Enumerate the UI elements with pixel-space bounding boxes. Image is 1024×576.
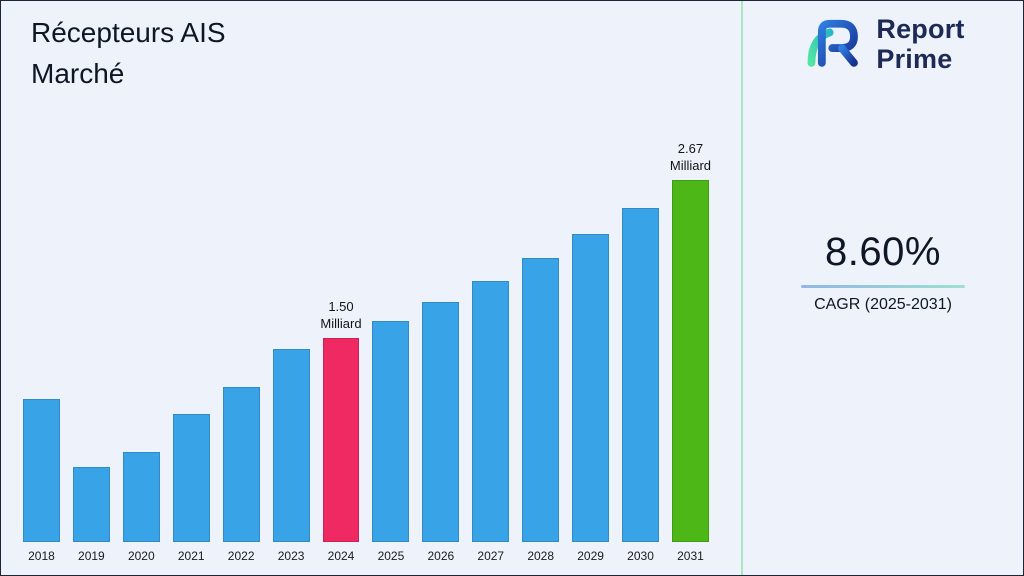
bar-column-2022: 2022: [222, 387, 260, 563]
x-tick-2019: 2019: [78, 549, 105, 563]
bar-2031: [671, 180, 709, 542]
bar-2019: [72, 467, 110, 542]
bar-column-2023: 2023: [272, 349, 310, 563]
brand-block: Report Prime: [801, 15, 964, 74]
bar-2020: [122, 452, 160, 542]
brand-name-line2: Prime: [876, 43, 953, 74]
x-tick-2023: 2023: [277, 549, 305, 563]
bar-column-2024: 1.50 Milliard 2024: [320, 299, 362, 563]
x-tick-2022: 2022: [227, 549, 255, 563]
vertical-divider: [741, 1, 743, 575]
x-tick-2029: 2029: [577, 549, 604, 563]
bar-2024: [322, 338, 360, 542]
bar-chart: 2018 2019 2020 2021 2022 2023 1.50 Milliard 2024…: [23, 141, 712, 563]
brand-name-line1: Report: [876, 14, 965, 45]
cagr-value: 8.60%: [825, 230, 941, 274]
bar-column-2020: 2020: [122, 452, 160, 563]
report-prime-logo-icon: [801, 15, 867, 74]
bar-column-2027: 2027: [472, 281, 510, 563]
bar-column-2025: 2025: [372, 321, 410, 563]
bar-column-2026: 2026: [422, 302, 460, 563]
page-title: Récepteurs AIS Marché: [31, 17, 226, 89]
x-tick-2020: 2020: [127, 549, 155, 563]
cagr-block: 8.60% CAGR (2025-2031): [801, 230, 965, 314]
x-tick-2028: 2028: [527, 549, 555, 563]
cagr-underline: [801, 285, 965, 288]
bar-2021: [172, 414, 210, 542]
bar-2025: [372, 321, 410, 542]
bar-value-label-2024: 1.50 Milliard: [320, 299, 362, 332]
bar-2030: [622, 208, 659, 542]
bar-2023: [272, 349, 310, 542]
bar-2027: [472, 281, 510, 542]
brand-name: Report Prime: [876, 15, 964, 73]
bar-column-2019: 2019: [72, 467, 110, 563]
x-tick-2027: 2027: [477, 549, 505, 563]
x-tick-2018: 2018: [28, 549, 55, 563]
bar-column-2029: 2029: [572, 234, 610, 563]
bar-value-label-2031: 2.67 Milliard: [669, 141, 712, 174]
bar-column-2018: 2018: [23, 399, 60, 563]
x-tick-2024: 2024: [327, 549, 355, 563]
bar-2026: [422, 302, 460, 542]
x-tick-2026: 2026: [427, 549, 455, 563]
cagr-label: CAGR (2025-2031): [814, 296, 952, 313]
bar-2018: [23, 399, 60, 542]
bar-2022: [222, 387, 260, 542]
bar-2029: [572, 234, 610, 542]
x-tick-2031: 2031: [677, 549, 704, 563]
bar-column-2031: 2.67 Milliard 2031: [669, 141, 712, 563]
x-tick-2025: 2025: [377, 549, 405, 563]
bar-2028: [522, 258, 560, 542]
bar-column-2021: 2021: [172, 414, 210, 563]
x-tick-2030: 2030: [627, 549, 654, 563]
bar-column-2028: 2028: [522, 258, 560, 563]
right-panel: Report Prime 8.60% CAGR (2025-2031): [744, 1, 1022, 575]
bar-column-2030: 2030: [622, 208, 659, 563]
x-tick-2021: 2021: [177, 549, 205, 563]
